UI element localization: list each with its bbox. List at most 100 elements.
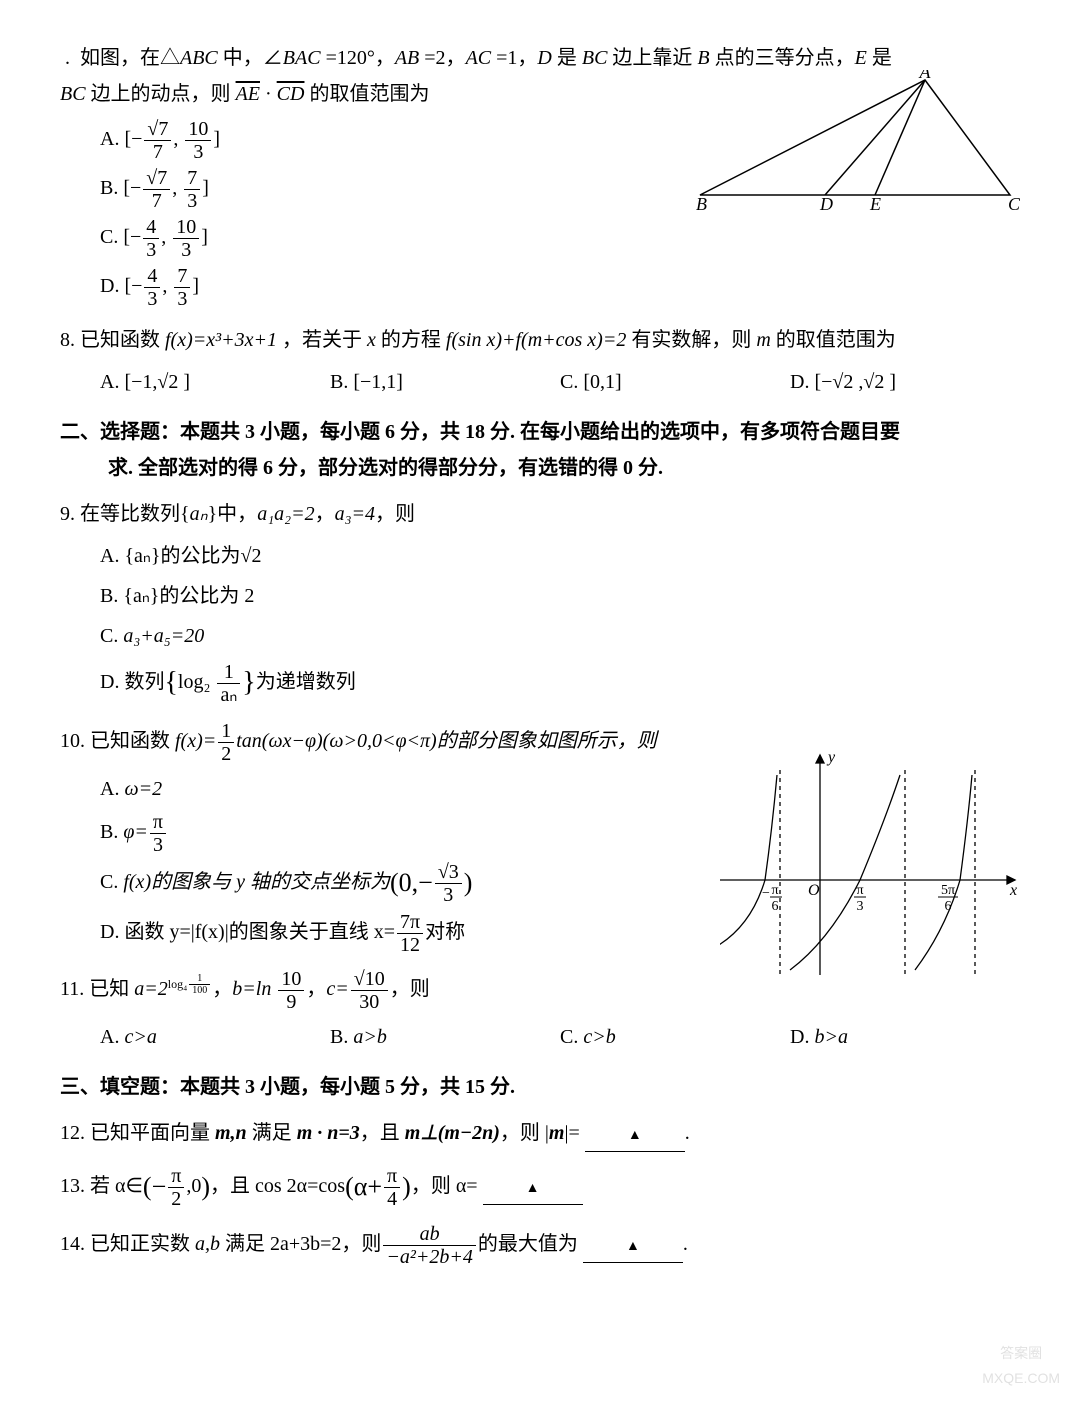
q-number: 10. bbox=[60, 730, 85, 752]
text: =120°， bbox=[326, 47, 395, 69]
q-number: 14. bbox=[60, 1233, 85, 1255]
q-number: 12. bbox=[60, 1122, 85, 1144]
svg-text:A: A bbox=[919, 70, 932, 82]
option-a: A. [−1,√2 ] bbox=[100, 364, 330, 400]
vector-cd: CD bbox=[277, 83, 305, 105]
text: 求. 全部选对的得 6 分，部分选对的得部分分，有选错的得 0 分. bbox=[60, 450, 1020, 486]
math: AB bbox=[395, 47, 419, 69]
math: f(x)=x³+3x+1 bbox=[165, 329, 277, 351]
svg-text:π: π bbox=[856, 883, 863, 898]
option-a: A. c>a bbox=[100, 1019, 330, 1055]
section-2-header: 二、选择题：本题共 3 小题，每小题 6 分，共 18 分. 在每小题给出的选项… bbox=[60, 414, 1020, 486]
question-8: 8. 已知函数 f(x)=x³+3x+1 ，若关于 x 的方程 f(sin x)… bbox=[60, 322, 1020, 400]
option-b: B. a>b bbox=[330, 1019, 560, 1055]
watermark-line1: 答案圈 bbox=[982, 1341, 1060, 1366]
q11-stem: 11. 已知 a=2log₄1100，b=ln 109，c=√1030，则 bbox=[60, 968, 1020, 1013]
svg-text:D: D bbox=[819, 194, 833, 210]
text: =2， bbox=[424, 47, 465, 69]
option-a: A. {aₙ}的公比为√2 bbox=[100, 538, 1020, 574]
fill-blank bbox=[585, 1115, 685, 1152]
math: m bbox=[756, 329, 770, 351]
text: 边上的动点，则 bbox=[91, 83, 231, 105]
option-d: D. b>a bbox=[790, 1019, 1020, 1055]
dot: · bbox=[265, 83, 277, 105]
math: BC bbox=[582, 47, 608, 69]
q10-tan-graph: x y O − π 6 π 3 5π 6 bbox=[720, 750, 1020, 980]
option-b: B. φ=π3 bbox=[100, 811, 700, 856]
math: D bbox=[537, 47, 551, 69]
q8-options: A. [−1,√2 ] B. [−1,1] C. [0,1] D. [−√2 ,… bbox=[60, 364, 1020, 400]
option-c: C. [0,1] bbox=[560, 364, 790, 400]
math: B bbox=[697, 47, 709, 69]
text: =1， bbox=[496, 47, 537, 69]
q11-options: A. c>a B. a>b C. c>b D. b>a bbox=[60, 1019, 1020, 1055]
option-c: C. [−43, 103] bbox=[100, 216, 1020, 261]
q-number: 8. bbox=[60, 329, 75, 351]
option-d: D. 数列{log₂ 1aₙ}为递增数列 bbox=[100, 658, 1020, 708]
text: 点的三等分点， bbox=[715, 47, 855, 69]
label: D. bbox=[100, 275, 119, 297]
q9-stem: 9. 在等比数列{aₙ}中，a₁a₂=2，a₃=4，则 bbox=[60, 496, 1020, 532]
option-d: D. 函数 y=|f(x)|的图象关于直线 x=7π12对称 bbox=[100, 911, 700, 956]
text: 已知函数 bbox=[80, 329, 165, 351]
question-12: 12. 已知平面向量 m,n 满足 m · n=3，且 m⊥(m−2n)，则 |… bbox=[60, 1115, 1020, 1152]
svg-text:x: x bbox=[1009, 882, 1017, 899]
svg-text:6: 6 bbox=[945, 899, 952, 914]
fill-blank bbox=[483, 1168, 583, 1205]
vector-ae: AE bbox=[236, 83, 260, 105]
option-c: C. f(x)的图象与 y 轴的交点坐标为(0,−√33) bbox=[100, 860, 700, 907]
math: f(sin x)+f(m+cos x)=2 bbox=[446, 329, 626, 351]
svg-text:6: 6 bbox=[772, 899, 779, 914]
text: 的取值范围为 bbox=[776, 329, 896, 351]
math: E bbox=[855, 47, 867, 69]
text: ，若关于 bbox=[282, 329, 367, 351]
question-9: 9. 在等比数列{aₙ}中，a₁a₂=2，a₃=4，则 A. {aₙ}的公比为√… bbox=[60, 496, 1020, 708]
watermark: 答案圈 MXQE.COM bbox=[982, 1341, 1060, 1391]
q-number: 9. bbox=[60, 503, 75, 525]
svg-text:E: E bbox=[869, 194, 881, 210]
math: AC bbox=[466, 47, 492, 69]
math: BAC bbox=[283, 47, 321, 69]
section-3-header: 三、填空题：本题共 3 小题，每小题 5 分，共 15 分. bbox=[60, 1069, 1020, 1105]
option-c: C. c>b bbox=[560, 1019, 790, 1055]
option-c: C. a₃+a₅=20 bbox=[100, 618, 1020, 654]
q-number: 11. bbox=[60, 978, 84, 1000]
math: ABC bbox=[180, 47, 218, 69]
text: 边上靠近 bbox=[612, 47, 697, 69]
svg-text:C: C bbox=[1008, 194, 1020, 210]
math: x bbox=[367, 329, 376, 351]
q-number: 13. bbox=[60, 1175, 85, 1197]
svg-text:y: y bbox=[826, 750, 836, 766]
question-10: 10. 已知函数 f(x)=12tan(ωx−φ)(ω>0,0<φ<π)的部分图… bbox=[60, 720, 1020, 956]
question-7: . 如图，在△ABC 中，∠BAC =120°，AB =2，AC =1，D 是 … bbox=[60, 40, 1020, 310]
q9-options: A. {aₙ}的公比为√2 B. {aₙ}的公比为 2 C. a₃+a₅=20 … bbox=[60, 538, 1020, 708]
question-14: 14. 已知正实数 a,b 满足 2a+3b=2，则ab−a²+2b+4的最大值… bbox=[60, 1223, 1020, 1268]
question-11: 11. 已知 a=2log₄1100，b=ln 109，c=√1030，则 A.… bbox=[60, 968, 1020, 1055]
svg-text:−: − bbox=[762, 886, 770, 901]
label: A. bbox=[100, 128, 119, 150]
text: 有实数解，则 bbox=[631, 329, 756, 351]
watermark-line2: MXQE.COM bbox=[982, 1366, 1060, 1391]
svg-text:3: 3 bbox=[857, 899, 864, 914]
q8-stem: 8. 已知函数 f(x)=x³+3x+1 ，若关于 x 的方程 f(sin x)… bbox=[60, 322, 1020, 358]
option-b: B. [−1,1] bbox=[330, 364, 560, 400]
text: 如图，在△ bbox=[80, 47, 180, 69]
q7-triangle-diagram: A B D E C bbox=[690, 70, 1020, 210]
text: 的方程 bbox=[381, 329, 446, 351]
text: 二、选择题：本题共 3 小题，每小题 6 分，共 18 分. 在每小题给出的选项… bbox=[60, 414, 1020, 450]
text: 是 bbox=[557, 47, 582, 69]
q7-num: . bbox=[60, 47, 75, 69]
fill-blank bbox=[583, 1226, 683, 1263]
svg-text:O: O bbox=[808, 882, 820, 899]
option-d: D. [−43, 73] bbox=[100, 265, 1020, 310]
option-a: A. ω=2 bbox=[100, 771, 700, 807]
label: B. bbox=[100, 177, 118, 199]
text: 中，∠ bbox=[223, 47, 283, 69]
question-13: 13. 若 α∈(−π2,0)，且 cos 2α=cos(α+π4)，则 α= bbox=[60, 1164, 1020, 1211]
option-b: B. {aₙ}的公比为 2 bbox=[100, 578, 1020, 614]
text: 的取值范围为 bbox=[309, 83, 429, 105]
q10-options: A. ω=2 B. φ=π3 C. f(x)的图象与 y 轴的交点坐标为(0,−… bbox=[60, 771, 700, 956]
option-d: D. [−√2 ,√2 ] bbox=[790, 364, 1020, 400]
svg-text:5π: 5π bbox=[941, 883, 955, 898]
svg-text:B: B bbox=[696, 194, 707, 210]
